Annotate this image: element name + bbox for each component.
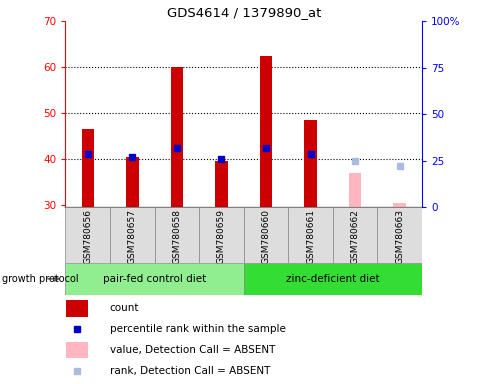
Text: percentile rank within the sample: percentile rank within the sample <box>109 324 285 334</box>
Bar <box>154 207 199 263</box>
Bar <box>243 207 287 263</box>
Bar <box>170 67 183 207</box>
Bar <box>259 56 272 207</box>
Text: GSM780661: GSM780661 <box>305 209 315 264</box>
Bar <box>65 207 110 263</box>
Bar <box>110 207 154 263</box>
Bar <box>303 120 316 207</box>
Text: GSM780663: GSM780663 <box>394 209 403 264</box>
Text: GSM780659: GSM780659 <box>216 209 226 264</box>
Text: GSM780660: GSM780660 <box>261 209 270 264</box>
Bar <box>65 263 243 295</box>
Bar <box>393 203 405 207</box>
Text: zinc-deficient diet: zinc-deficient diet <box>286 274 379 284</box>
Bar <box>377 207 421 263</box>
Bar <box>215 161 227 207</box>
Bar <box>287 207 332 263</box>
Bar <box>66 342 88 358</box>
Text: GSM780658: GSM780658 <box>172 209 181 264</box>
Text: GSM780656: GSM780656 <box>83 209 92 264</box>
Bar <box>348 173 361 207</box>
Text: pair-fed control diet: pair-fed control diet <box>103 274 206 284</box>
Text: GSM780662: GSM780662 <box>350 209 359 264</box>
Bar <box>126 157 138 207</box>
Text: growth protocol: growth protocol <box>2 274 79 284</box>
Bar <box>199 207 243 263</box>
Text: GSM780657: GSM780657 <box>128 209 136 264</box>
Title: GDS4614 / 1379890_at: GDS4614 / 1379890_at <box>166 5 320 18</box>
Text: value, Detection Call = ABSENT: value, Detection Call = ABSENT <box>109 345 274 355</box>
Text: rank, Detection Call = ABSENT: rank, Detection Call = ABSENT <box>109 366 270 376</box>
Bar <box>66 300 88 316</box>
Bar <box>332 207 377 263</box>
Text: count: count <box>109 303 139 313</box>
Bar <box>243 263 421 295</box>
Bar <box>81 129 94 207</box>
